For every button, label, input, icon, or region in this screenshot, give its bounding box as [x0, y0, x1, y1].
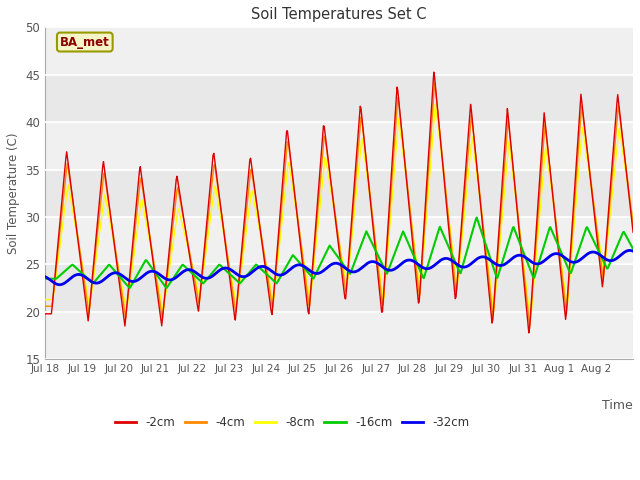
Y-axis label: Soil Temperature (C): Soil Temperature (C): [7, 132, 20, 254]
Bar: [45, 27, 633, 75]
Text: Time: Time: [602, 399, 633, 412]
Text: BA_met: BA_met: [60, 36, 109, 48]
Bar: [45, 122, 633, 169]
Title: Soil Temperatures Set C: Soil Temperatures Set C: [252, 7, 427, 22]
Bar: [45, 217, 633, 264]
Legend: -2cm, -4cm, -8cm, -16cm, -32cm: -2cm, -4cm, -8cm, -16cm, -32cm: [110, 412, 474, 434]
Bar: [45, 312, 633, 360]
